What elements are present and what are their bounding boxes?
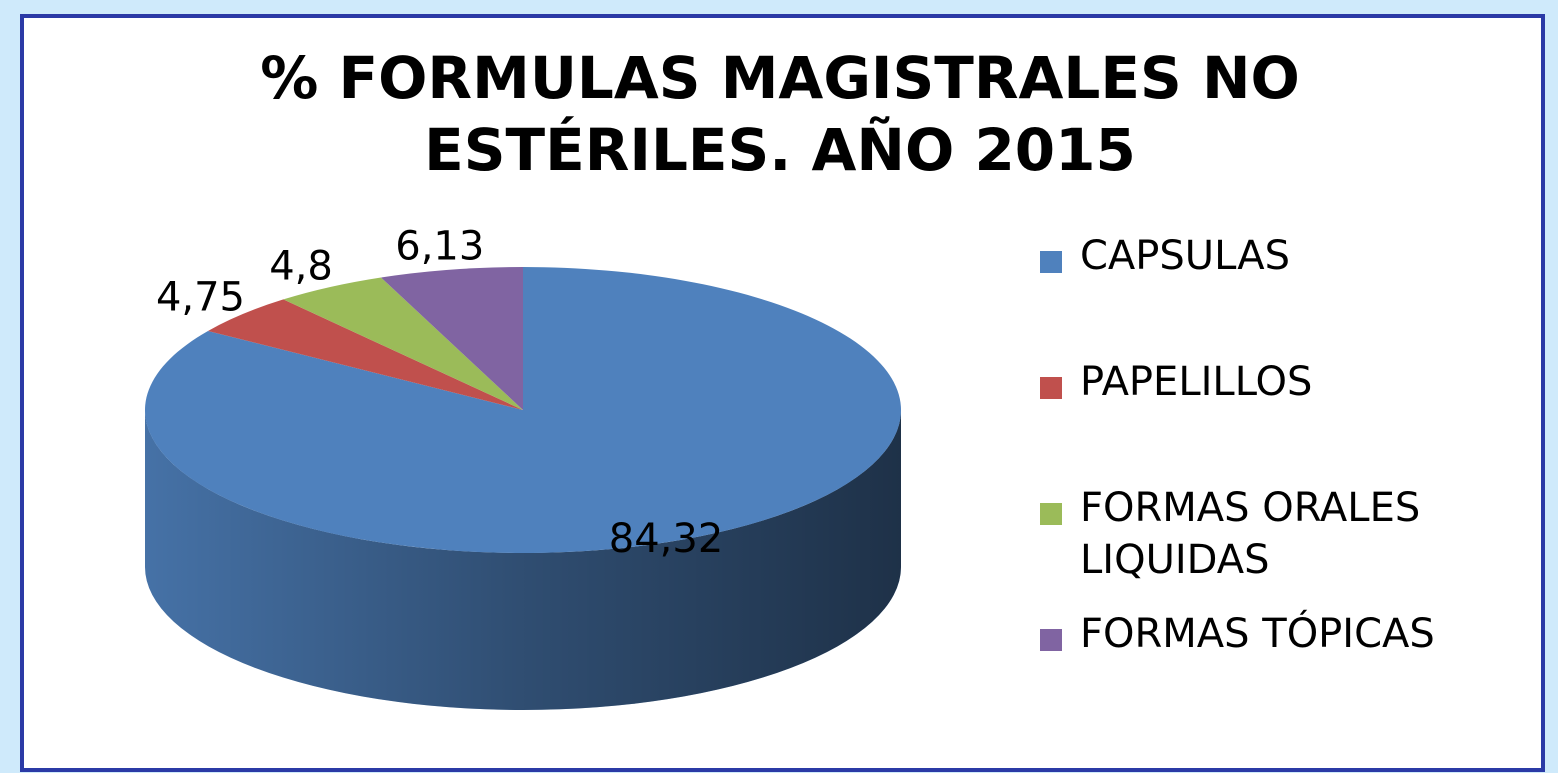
legend-item: PAPELILLOS [1040,356,1540,482]
legend-item: FORMAS TÓPICAS [1040,608,1540,734]
data-label: 84,32 [609,516,724,562]
legend-label: CAPSULAS [1080,233,1291,279]
legend-label: FORMAS ORALES LIQUIDAS [1080,485,1421,583]
chart-title: % FORMULAS MAGISTRALES NO ESTÉRILES. AÑO… [260,44,1300,184]
legend: CAPSULAS PAPELILLOS FORMAS ORALES LIQUIDAS… [1040,230,1540,734]
legend-swatch [1040,251,1062,273]
data-label: 6,13 [395,224,484,270]
pie-slice [283,277,523,410]
legend-item: CAPSULAS [1040,230,1540,356]
legend-label: FORMAS TÓPICAS [1080,611,1435,657]
data-label: 4,75 [156,275,245,321]
data-label: 4,8 [269,244,333,290]
pie-side-shade [145,410,901,710]
legend-label: PAPELILLOS [1080,359,1313,405]
legend-swatch [1040,629,1062,651]
pie-slice [380,267,523,410]
legend-swatch [1040,377,1062,399]
legend-item: FORMAS ORALES LIQUIDAS [1040,482,1540,608]
legend-swatch [1040,503,1062,525]
pie-slice [207,299,523,410]
